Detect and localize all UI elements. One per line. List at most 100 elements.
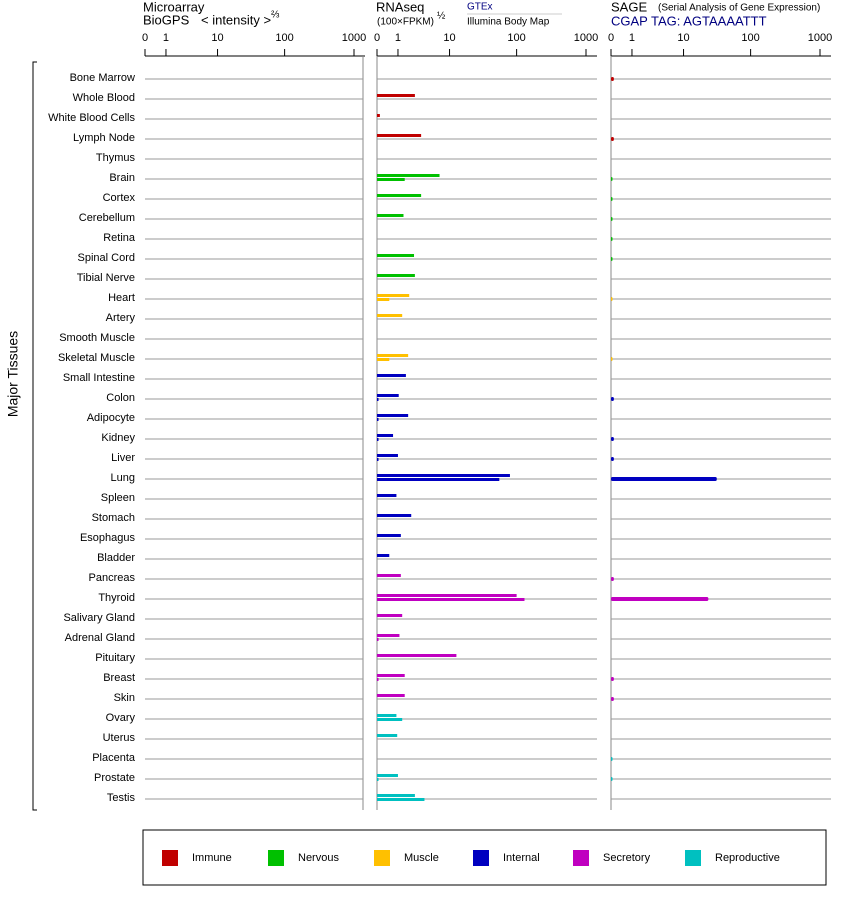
bar [377,614,403,617]
legend-label: Nervous [298,852,339,864]
panel-title: SAGE [611,0,647,14]
category-label: Lymph Node [73,132,135,144]
category-label: Cortex [103,192,136,204]
bar [377,594,517,597]
legend-label: Muscle [404,852,439,864]
bar [377,314,403,317]
category-label: Colon [106,392,135,404]
bar [611,197,613,201]
bar [611,297,613,301]
x-tick-label: 100 [507,32,525,44]
bar [377,654,457,657]
bar [611,457,614,461]
category-label: Spinal Cord [78,252,135,264]
legend-label: Reproductive [715,852,780,864]
category-label: Prostate [94,772,135,784]
bar [611,237,613,241]
category-label: Kidney [101,432,135,444]
bar [611,177,613,181]
bar [377,694,405,697]
x-tick-label: 10 [443,32,455,44]
category-label: Heart [108,292,135,304]
bar [377,114,380,117]
bar [377,274,415,277]
bar [377,458,379,461]
category-label: Bladder [97,552,135,564]
category-label: Cerebellum [79,212,135,224]
bar [611,437,614,441]
bar [377,418,379,421]
bar [377,634,400,637]
category-label: Small Intestine [63,372,135,384]
x-axis-exponent: ⅔ [271,10,280,21]
bar [377,794,415,797]
category-label: Breast [103,672,135,684]
bracket [32,61,37,811]
bar [377,414,409,417]
bar [377,254,415,257]
x-tick-label: 100 [275,32,293,44]
bar [611,137,614,141]
bar [611,357,613,361]
category-label: Lung [111,472,135,484]
category-label: Testis [107,792,136,804]
bar [377,574,401,577]
category-label: Skin [114,692,135,704]
category-label: Brain [109,172,135,184]
bar [611,577,614,581]
bar [377,374,406,377]
category-label: Liver [111,452,135,464]
bar [377,494,397,497]
legend-label: Immune [192,852,232,864]
category-label: Stomach [92,512,135,524]
legend-swatch [268,850,284,866]
panel-title: RNAseq [376,0,424,14]
legend-box [142,829,827,886]
x-tick-label: 1000 [574,32,598,44]
series-label: Illumina Body Map [467,17,550,28]
legend-swatch [685,850,701,866]
x-tick-label: 100 [741,32,759,44]
bar [377,474,510,477]
bar [377,434,394,437]
bar [377,638,379,641]
bar [611,697,614,701]
bar [377,94,415,97]
category-label: Placenta [92,752,136,764]
bar [377,798,425,801]
bar [377,718,403,721]
bar [377,298,390,301]
bar [377,598,525,601]
panel-title: Microarray [143,0,205,14]
panel-subtitle: BioGPS [143,12,190,27]
bar [377,734,398,737]
bar [377,178,405,181]
category-label: Tibial Nerve [77,272,135,284]
bar [611,217,613,221]
category-label: Thyroid [98,592,135,604]
category-label: Whole Blood [73,92,135,104]
bar [377,358,390,361]
category-label: Smooth Muscle [59,332,135,344]
category-label: Pituitary [95,652,135,664]
y-axis-label: Major Tissues [5,331,21,417]
legend-label: Internal [503,852,540,864]
bar [377,678,379,681]
x-axis-label: (100×FPKM) [377,17,434,28]
bar [611,397,614,401]
bar [377,514,412,517]
x-tick-label: 0 [608,32,614,44]
panel-subtitle: (Serial Analysis of Gene Expression) [658,3,820,14]
x-axis-label: < intensity > [201,12,271,27]
bar [377,194,422,197]
legend-swatch [473,850,489,866]
bar [611,777,613,781]
bar [377,438,379,441]
bar [377,354,409,357]
x-tick-label: 1000 [808,32,832,44]
category-label: Skeletal Muscle [58,352,135,364]
category-label: Spleen [101,492,135,504]
legend-label: Secretory [603,852,651,864]
x-axis-exponent: ½ [437,11,446,22]
x-tick-label: 0 [374,32,380,44]
